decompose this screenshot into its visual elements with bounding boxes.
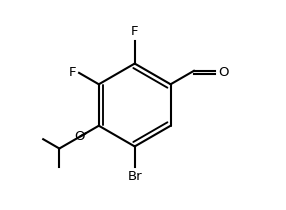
- Text: Br: Br: [127, 170, 142, 183]
- Text: O: O: [74, 130, 84, 143]
- Text: O: O: [218, 66, 228, 79]
- Text: F: F: [68, 66, 76, 79]
- Text: F: F: [131, 25, 138, 38]
